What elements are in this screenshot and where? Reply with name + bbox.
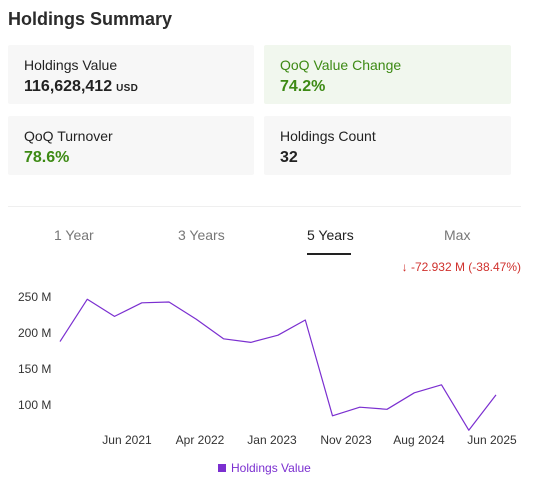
active-tab-indicator — [307, 253, 351, 255]
qoq-turnover-card: QoQ Turnover 78.6% — [8, 116, 254, 175]
holdings-value-chart: 100 M 150 M 200 M 250 M Jun 2021 Apr 2022 Jan… — [18, 290, 517, 447]
x-tick-label: Jun 2025 — [467, 433, 517, 447]
holdings-value-card: Holdings Value 116,628,412 USD — [8, 45, 254, 104]
holdings-count-label: Holdings Count — [280, 128, 376, 144]
holdings-value-number: 116,628,412 — [24, 78, 113, 95]
holdings-count-value: 32 — [280, 149, 298, 166]
y-tick-label: 250 M — [18, 290, 51, 304]
x-tick-label: Jun 2021 — [102, 433, 152, 447]
x-tick-label: Nov 2023 — [320, 433, 372, 447]
legend-swatch — [218, 464, 226, 472]
qoq-turnover-label: QoQ Turnover — [24, 128, 113, 144]
tab-3-years[interactable]: 3 Years — [178, 227, 225, 243]
y-tick-label: 100 M — [18, 398, 51, 412]
chart-legend[interactable]: Holdings Value — [218, 461, 311, 475]
qoq-value-change-card: QoQ Value Change 74.2% — [264, 45, 511, 104]
section-divider — [8, 206, 521, 207]
qoq-value-change-value: 74.2% — [280, 78, 326, 95]
holdings-value-unit: USD — [116, 83, 139, 94]
y-axis-labels: 100 M 150 M 200 M 250 M — [18, 290, 51, 412]
x-tick-label: Jan 2023 — [247, 433, 297, 447]
y-tick-label: 150 M — [18, 362, 51, 376]
qoq-turnover-value: 78.6% — [24, 149, 70, 166]
legend-label: Holdings Value — [231, 461, 311, 475]
qoq-value-change-label: QoQ Value Change — [280, 57, 402, 73]
tab-5-years[interactable]: 5 Years — [307, 227, 354, 243]
holdings-value-value: 116,628,412 USD — [24, 78, 138, 96]
holdings-value-label: Holdings Value — [24, 57, 118, 73]
x-tick-label: Aug 2024 — [393, 433, 445, 447]
period-change-text: ↓ -72.932 M (-38.47%) — [401, 260, 521, 274]
page-title: Holdings Summary — [8, 9, 173, 29]
y-tick-label: 200 M — [18, 326, 51, 340]
x-tick-label: Apr 2022 — [176, 433, 225, 447]
holdings-value-line — [59, 298, 497, 431]
x-axis-labels: Jun 2021 Apr 2022 Jan 2023 Nov 2023 Aug 2024… — [102, 433, 517, 447]
holdings-count-card: Holdings Count 32 — [264, 116, 511, 175]
tab-max[interactable]: Max — [444, 227, 471, 243]
tab-1-year[interactable]: 1 Year — [54, 227, 94, 243]
